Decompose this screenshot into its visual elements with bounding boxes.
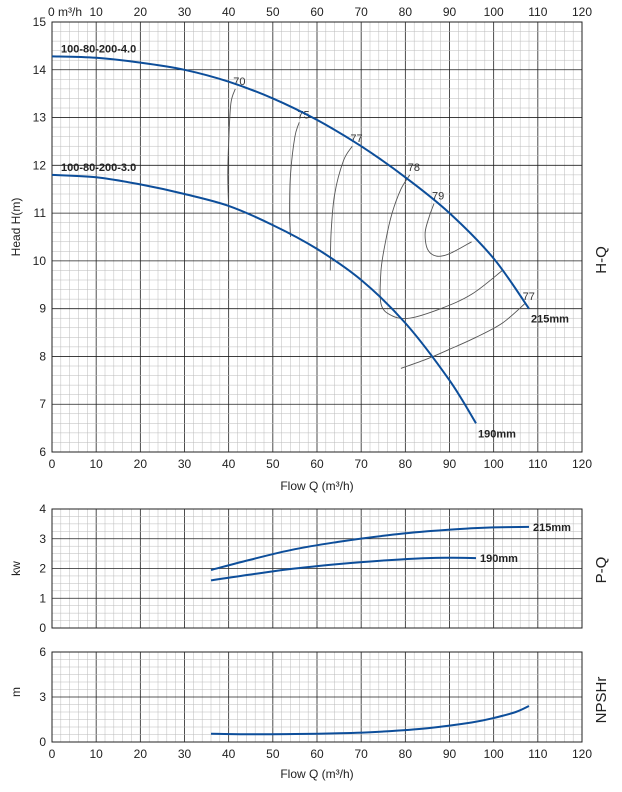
npsh-ytick-label: 3 [39,690,46,704]
hq-frame [51,21,583,453]
efficiency-contour-77 [329,145,353,271]
npsh-xtick-label: 40 [222,747,236,761]
hq-xtick-label: 30 [178,457,192,471]
hq-label-215mm: 215mm [531,314,569,326]
efficiency-contour-78 [379,174,503,320]
hq-label-190mm: 190mm [478,428,516,440]
npsh-xtick-label: 90 [443,747,457,761]
efficiency-contour-75 [289,122,300,238]
npsh-series-NPSHr [210,705,530,736]
hq-xtick-label: 60 [310,457,324,471]
npsh-xtick-label: 100 [484,747,504,761]
npsh-xtick-label: 50 [266,747,280,761]
pq-ytick-label: 3 [39,532,46,546]
hq-ytick-label: 15 [33,15,47,29]
pq-ytick-label: 4 [39,502,46,516]
hq-series-215mm [51,55,530,310]
hq-top-xtick-label: 80 [399,5,413,19]
hq-xtick-label: 100 [484,457,504,471]
hq-ytick-label: 9 [39,302,46,316]
hq-yaxis-title: Head H(m) [9,198,23,257]
pq-ytick-label: 0 [39,621,46,635]
hq-grid [51,21,583,453]
pq-ytick-label: 2 [39,562,46,576]
hq-xtick-label: 20 [134,457,148,471]
efficiency-label-77: 77 [523,291,535,303]
hq-ytick-label: 11 [34,206,47,220]
pq-series-215mm [210,525,530,571]
hq-xtick-label: 120 [572,457,592,471]
hq-xtick-label: 10 [89,457,103,471]
hq-xtick-label: 90 [443,457,457,471]
efficiency-label-78: 78 [408,162,420,174]
hq-ytick-label: 12 [33,158,47,172]
npsh-xtick-label: 110 [528,747,547,761]
hq-model-label: 100-80-200-4.0 [61,43,136,55]
hq-top-xtick-label: 90 [443,5,457,19]
efficiency-contour-77 [400,303,525,369]
npsh-ytick-label: 0 [39,735,46,749]
npsh-xtick-label: 0 [49,747,56,761]
hq-top-xtick-label: 20 [134,5,148,19]
npsh-xtick-label: 20 [134,747,148,761]
hq-ytick-label: 10 [33,254,47,268]
npsh-side-label: NPSHr [593,677,610,724]
pq-ytick-label: 1 [39,591,46,605]
hq-model-label: 100-80-200-3.0 [61,162,136,174]
hq-top-xtick-label: 60 [310,5,324,19]
npsh-xtick-label: 70 [354,747,368,761]
hq-xtick-label: 40 [222,457,236,471]
npsh-xtick-label: 10 [89,747,103,761]
npsh-xtick-label: 120 [572,747,592,761]
pq-label-215mm: 215mm [533,522,571,534]
hq-top-xtick-label: 110 [528,5,547,19]
hq-ytick-label: 6 [39,445,46,459]
pq-grid [51,508,583,629]
hq-top-xtick-label: 120 [572,5,592,19]
hq-ytick-label: 7 [39,397,46,411]
hq-ytick-label: 8 [39,349,46,363]
hq-series-190mm [51,173,477,424]
hq-xtick-label: 70 [354,457,368,471]
hq-top-xaxis-unit: 0 m³/h [48,5,82,19]
hq-top-xtick-label: 40 [222,5,236,19]
npsh-frame [51,651,583,743]
hq-xtick-label: 0 [49,457,56,471]
hq-top-xtick-label: 70 [354,5,368,19]
npsh-xaxis-title: Flow Q (m³/h) [280,767,353,781]
hq-top-xtick-label: 10 [89,5,103,19]
hq-top-xtick-label: 50 [266,5,280,19]
hq-xtick-label: 50 [266,457,280,471]
efficiency-contour-79 [424,203,472,257]
pq-series-190mm [210,556,477,582]
pq-yaxis-title: kw [9,561,23,576]
efficiency-contour-70 [227,88,236,209]
hq-ytick-label: 14 [33,63,47,77]
hq-xtick-label: 110 [528,457,547,471]
hq-xtick-label: 80 [399,457,413,471]
pq-label-190mm: 190mm [480,553,518,565]
hq-side-label: H-Q [593,246,610,274]
npsh-yaxis-title: m [9,687,23,697]
hq-top-xtick-label: 100 [484,5,504,19]
npsh-xtick-label: 60 [310,747,324,761]
hq-ytick-label: 13 [33,111,47,125]
hq-top-xtick-label: 30 [178,5,192,19]
pq-side-label: P-Q [593,557,610,584]
pq-frame [51,508,583,629]
npsh-xtick-label: 30 [178,747,192,761]
hq-xaxis-title: Flow Q (m³/h) [280,479,353,493]
npsh-grid [51,651,583,743]
npsh-xtick-label: 80 [399,747,413,761]
npsh-ytick-label: 6 [39,645,46,659]
